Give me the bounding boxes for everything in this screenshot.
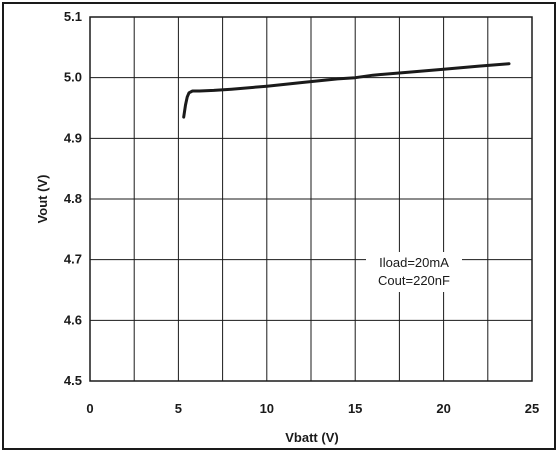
y-tick-label: 4.8 (64, 191, 82, 206)
annotation-box (366, 252, 462, 292)
y-axis-label: Vout (V) (35, 175, 50, 224)
annotation-cout: Cout=220nF (378, 273, 450, 288)
y-tick-label: 4.5 (64, 373, 82, 388)
x-tick-label: 20 (436, 401, 450, 416)
y-tick-label: 4.6 (64, 312, 82, 327)
x-tick-label: 0 (86, 401, 93, 416)
x-axis-label: Vbatt (V) (285, 430, 338, 445)
x-tick-label: 15 (348, 401, 362, 416)
series-group (182, 62, 511, 119)
series-line (182, 62, 511, 119)
plot-area-border (89, 16, 533, 382)
y-tick-label: 4.7 (64, 252, 82, 267)
y-tick-label: 4.9 (64, 130, 82, 145)
y-tick-label: 5.0 (64, 70, 82, 85)
x-tick-label: 25 (525, 401, 539, 416)
x-axis-ticks: 0 5 10 15 20 25 (86, 401, 539, 416)
annotation-iload: Iload=20mA (379, 255, 449, 270)
y-axis-ticks: 4.5 4.6 4.7 4.8 4.9 5.0 5.1 (64, 9, 82, 388)
x-tick-label: 10 (260, 401, 274, 416)
x-tick-label: 5 (175, 401, 182, 416)
y-tick-label: 5.1 (64, 9, 82, 24)
